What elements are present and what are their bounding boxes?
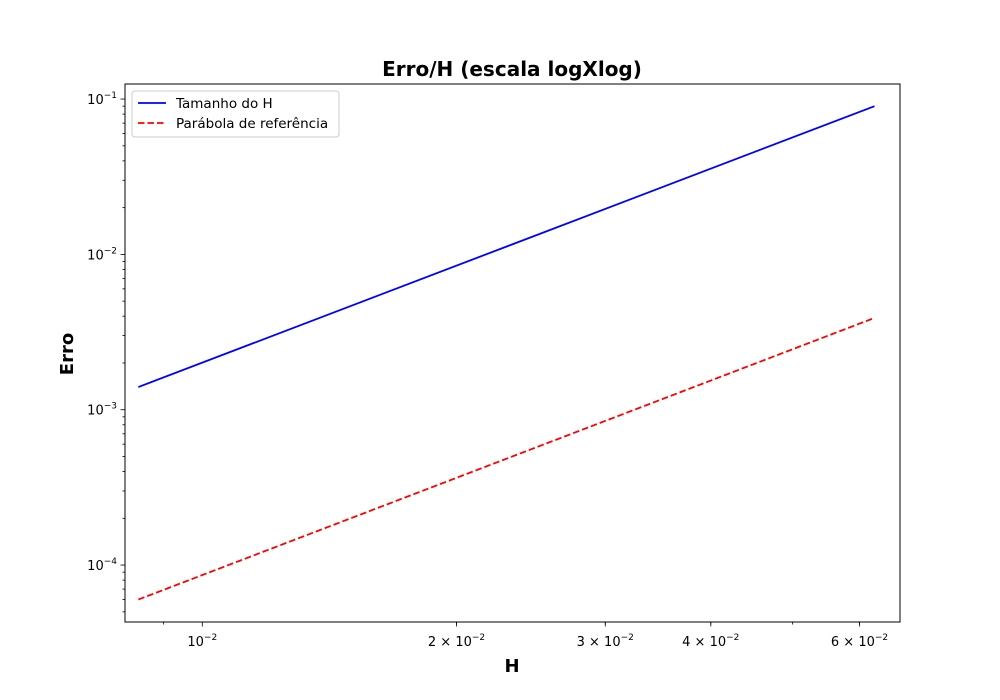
x-tick-label: 2 × 10−2 <box>428 633 485 650</box>
series-line-2 <box>138 317 875 601</box>
y-tick-label: 10−1 <box>87 91 117 108</box>
legend-label-1: Tamanho do H <box>175 96 273 112</box>
legend-label-2: Parábola de referência <box>176 116 328 132</box>
chart-title: Erro/H (escala logXlog) <box>382 57 642 81</box>
plot-area: 10−2 2 × 10−2 3 × 10−2 4 × 10−2 6 × 10−2 10−1… <box>87 83 901 650</box>
x-tick-label: 6 × 10−2 <box>831 633 888 650</box>
x-axis-label: H <box>504 656 519 677</box>
x-tick-label: 10−2 <box>187 633 217 650</box>
axes-frame <box>124 83 901 623</box>
y-tick-label: 10−4 <box>87 557 117 574</box>
series-lines <box>138 105 875 601</box>
y-tick-label: 10−3 <box>87 402 117 419</box>
series-line-1 <box>138 105 875 388</box>
x-tick-label: 4 × 10−2 <box>682 633 739 650</box>
y-tick-label: 10−2 <box>87 246 117 263</box>
legend-box <box>131 90 340 138</box>
x-tick-label: 3 × 10−2 <box>577 633 634 650</box>
legend: Tamanho do H Parábola de referência <box>131 90 340 138</box>
y-axis-label: Erro <box>57 333 78 375</box>
